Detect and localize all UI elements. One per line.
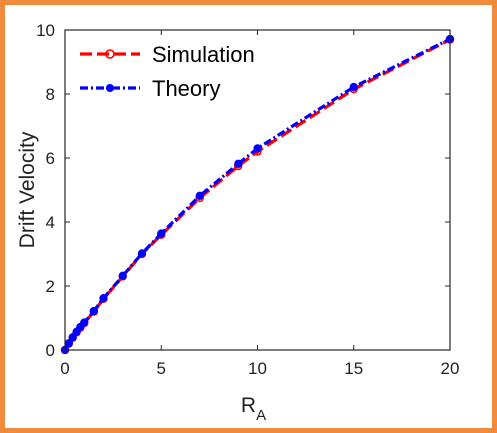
data-point-theory xyxy=(253,144,262,153)
x-tick-label: 10 xyxy=(248,359,267,378)
y-tick-label: 2 xyxy=(46,277,55,296)
data-point-theory xyxy=(195,191,204,200)
legend-marker-simulation xyxy=(105,49,115,59)
y-tick-label: 8 xyxy=(46,85,55,104)
legend: Simulation Theory xyxy=(80,42,255,101)
axes-layer: 0 5 10 15 20 0 2 4 6 8 10 RA Drift Velocity xyxy=(16,21,459,424)
y-axis-title: Drift Velocity xyxy=(16,131,39,248)
x-tick-label: 15 xyxy=(344,359,363,378)
data-point-theory xyxy=(99,294,108,303)
x-tick-label: 5 xyxy=(157,359,166,378)
data-point-theory xyxy=(234,159,243,168)
legend-marker-theory xyxy=(106,84,114,92)
data-point-theory xyxy=(89,306,98,316)
series-layer xyxy=(60,34,455,355)
x-axis-title-main: R xyxy=(241,394,256,417)
data-point-theory xyxy=(137,249,147,258)
y-tick-label: 0 xyxy=(46,341,55,360)
series-line-theory xyxy=(63,37,451,351)
x-axis-title: RA xyxy=(241,394,266,424)
x-tick-label: 0 xyxy=(60,359,69,378)
legend-label-simulation: Simulation xyxy=(152,42,255,67)
series-line-simulation xyxy=(63,38,451,351)
legend-label-theory: Theory xyxy=(152,76,220,101)
y-tick-label: 10 xyxy=(36,21,55,40)
x-axis-title-subscript: A xyxy=(256,407,266,424)
y-tick-label: 4 xyxy=(46,213,55,232)
data-point-theory xyxy=(349,82,358,92)
data-point-theory xyxy=(157,229,166,238)
data-point-theory xyxy=(68,333,77,342)
data-point-theory xyxy=(80,318,89,327)
data-point-theory xyxy=(118,271,127,280)
x-tick-label: 20 xyxy=(441,359,460,378)
y-tick-label: 6 xyxy=(46,149,55,168)
plot-box xyxy=(64,29,451,351)
